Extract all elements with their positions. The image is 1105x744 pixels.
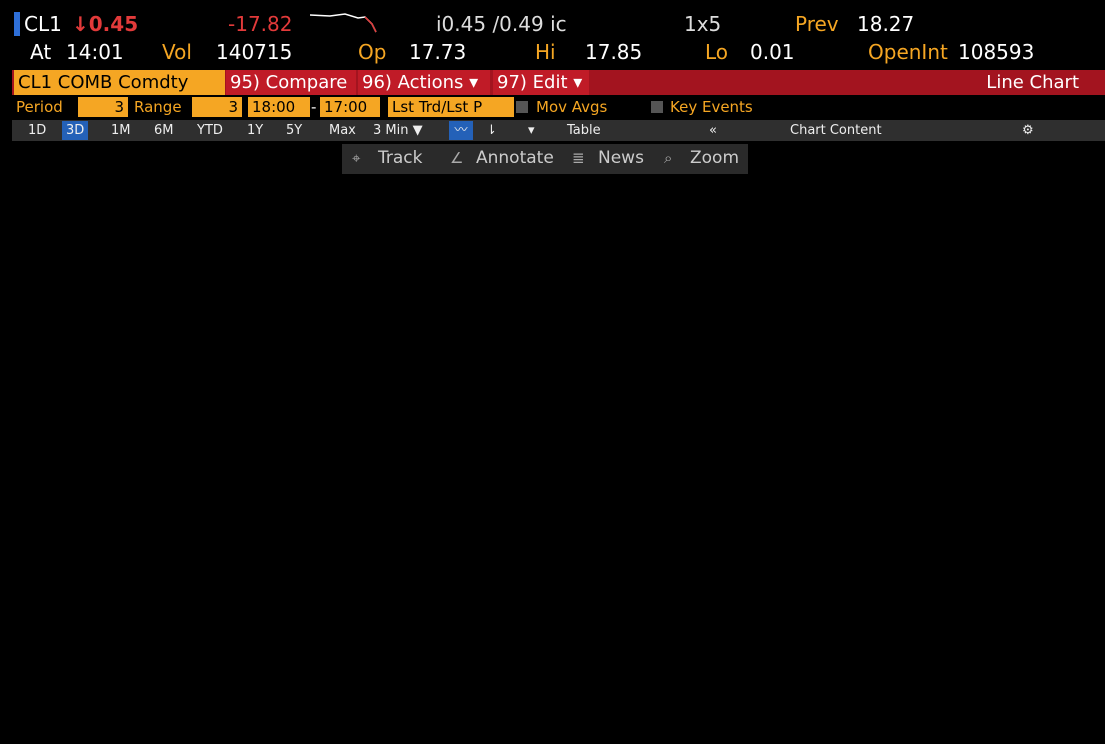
oi-value: 108593 <box>958 40 1035 64</box>
oi-label: OpenInt <box>868 40 948 64</box>
from-field[interactable]: 18:00 <box>248 97 310 117</box>
hi-value: 17.85 <box>585 40 643 64</box>
edit-button[interactable]: 97) Edit ▾ <box>493 70 589 95</box>
tool-icon: ⌕ <box>664 149 673 167</box>
range-field[interactable]: 3 <box>192 97 242 117</box>
lo-label: Lo <box>705 40 729 64</box>
range-button[interactable]: YTD <box>197 123 223 138</box>
tool-icon: ⌖ <box>352 149 361 167</box>
range-button[interactable]: Max <box>329 123 356 138</box>
menu-icon[interactable]: ▾ <box>528 123 535 138</box>
interval[interactable]: 3 Min ▼ <box>373 123 423 138</box>
tool-icon: ∠ <box>450 149 464 167</box>
size: 1x5 <box>684 12 722 36</box>
bar-icon[interactable]: ⇂ <box>486 123 497 138</box>
net-change: -17.82 <box>228 12 293 36</box>
table-button[interactable]: Table <box>567 123 601 138</box>
key-events[interactable]: Key Events <box>670 98 753 116</box>
mov-avgs[interactable]: Mov Avgs <box>536 98 608 116</box>
range-label: Range <box>134 98 182 116</box>
range-button[interactable]: 3D <box>62 121 89 140</box>
chart-tools <box>342 144 748 174</box>
last-price: ↓0.45 <box>72 12 139 36</box>
security-field[interactable]: CL1 COMB Comdty <box>14 70 225 95</box>
period-field[interactable]: 3 <box>78 97 128 117</box>
tool-button[interactable]: Annotate <box>476 148 554 168</box>
settings-icon[interactable]: ⚙ <box>1022 123 1034 138</box>
tool-button[interactable]: News <box>598 148 644 168</box>
vol-value: 140715 <box>216 40 293 64</box>
prev-value: 18.27 <box>857 12 915 36</box>
collapse-icon[interactable]: « <box>709 123 717 138</box>
view-title: Line Chart <box>986 72 1079 93</box>
range-button[interactable]: 5Y <box>286 123 303 138</box>
tool-icon: ≣ <box>572 149 585 167</box>
compare-button[interactable]: 95) Compare <box>226 70 356 95</box>
chart-content[interactable]: Chart Content <box>790 123 882 138</box>
checkbox[interactable] <box>516 101 528 113</box>
hi-label: Hi <box>535 40 556 64</box>
period-label: Period <box>16 98 63 116</box>
time: 14:01 <box>66 40 124 64</box>
status-block <box>14 12 20 36</box>
range-bar <box>12 120 1105 141</box>
to-field[interactable]: 17:00 <box>320 97 380 117</box>
actions-button[interactable]: 96) Actions ▾ <box>358 70 490 95</box>
range-button[interactable]: 1M <box>111 123 131 138</box>
prev-label: Prev <box>795 12 839 36</box>
op-label: Op <box>358 40 387 64</box>
range-button[interactable]: 1Y <box>247 123 264 138</box>
sparkline: 051015200.45-97.74%-19.4200:0008:0000:00… <box>310 13 377 33</box>
tool-button[interactable]: Zoom <box>690 148 740 168</box>
range-button[interactable]: 1D <box>28 123 47 138</box>
op-value: 17.73 <box>409 40 467 64</box>
range-button[interactable]: 6M <box>154 123 174 138</box>
ticker: CL1 <box>24 12 62 36</box>
range-sep: - <box>311 98 317 116</box>
bid-ask: i0.45 /0.49 ic <box>436 12 567 36</box>
vol-label: Vol <box>162 40 192 64</box>
checkbox[interactable] <box>651 101 663 113</box>
line-icon[interactable]: 〰 <box>449 121 473 140</box>
tool-button[interactable]: Track <box>378 148 423 168</box>
lo-value: 0.01 <box>750 40 795 64</box>
at-label: At <box>30 40 52 64</box>
field-select[interactable]: Lst Trd/Lst P <box>388 97 514 117</box>
